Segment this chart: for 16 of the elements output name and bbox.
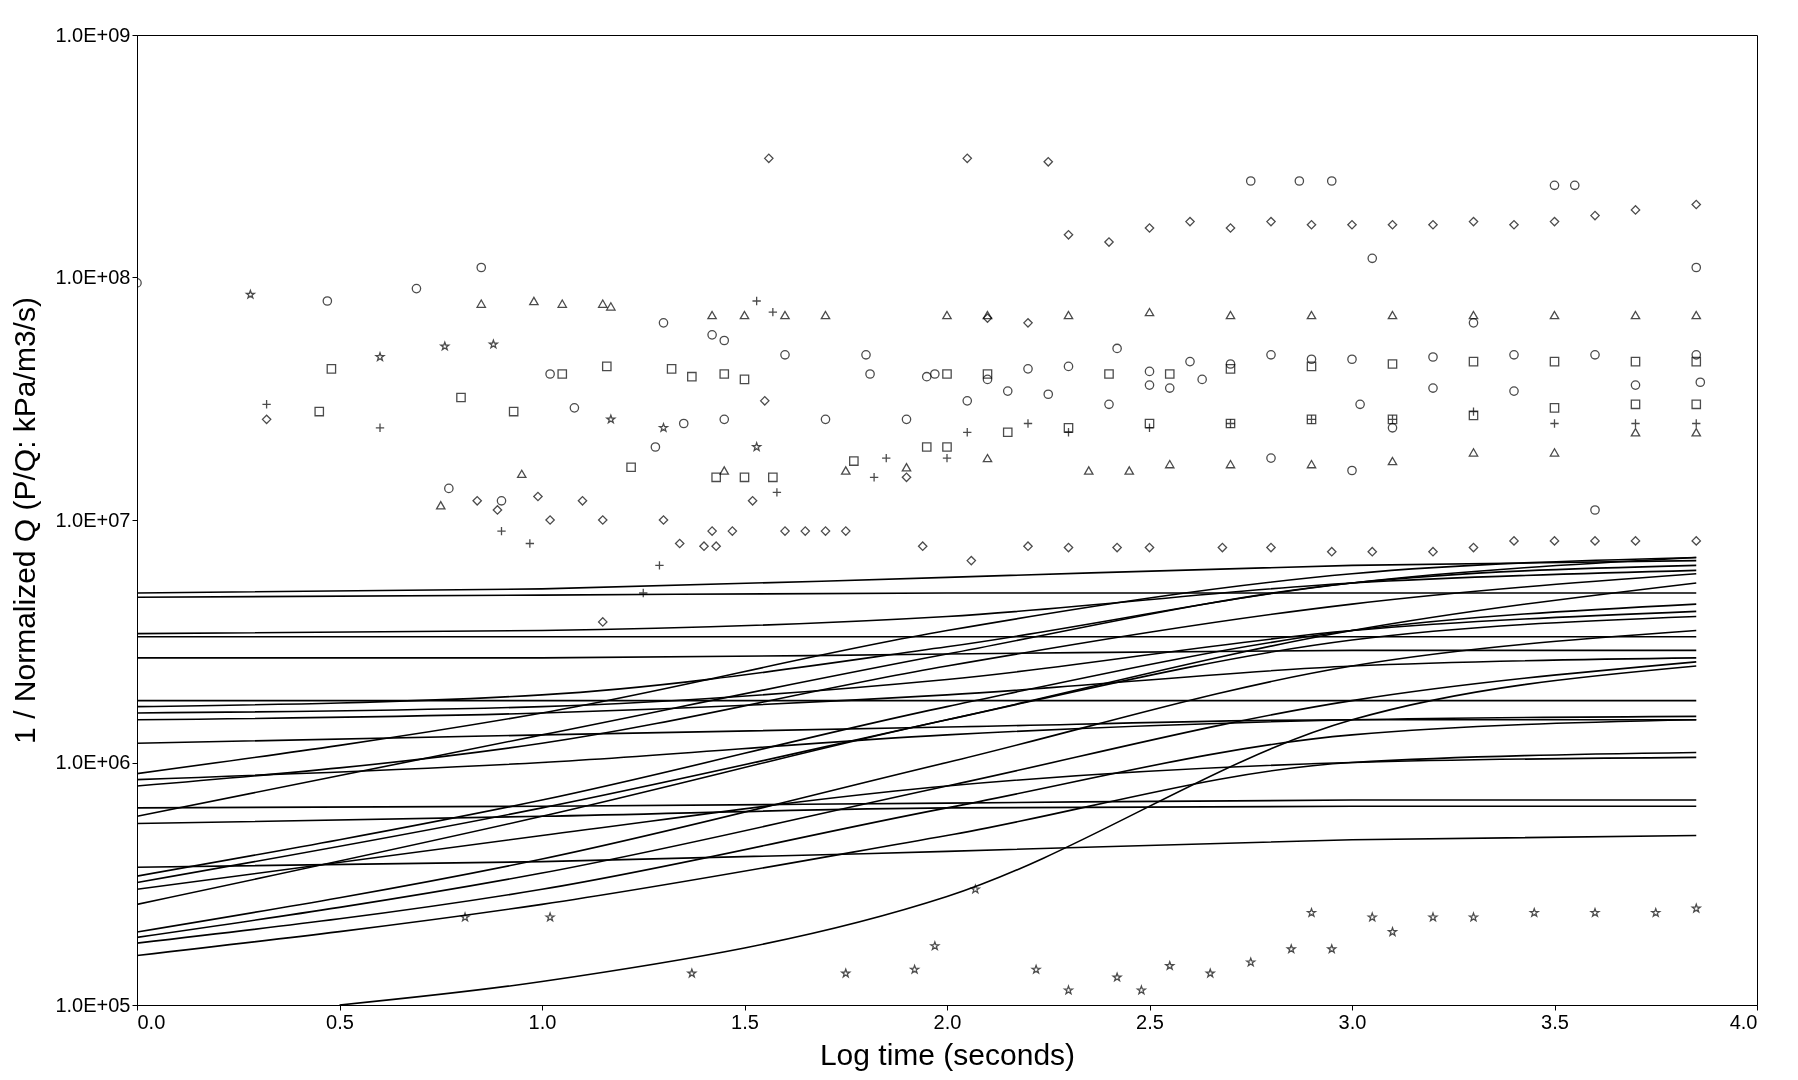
- x-tick-label: 3.5: [1541, 1010, 1569, 1033]
- x-tick-label: 2.5: [1136, 1010, 1164, 1033]
- x-axis-title: Log time (seconds): [819, 1037, 1076, 1071]
- x-tick-label: 3.0: [1338, 1010, 1367, 1033]
- y-tick-label: 1.0E+09: [55, 23, 131, 46]
- y-tick-label: 1.0E+06: [55, 751, 131, 773]
- x-tick-label: 0.0: [137, 1010, 166, 1033]
- y-axis-title: 1 / Normalized Q (P/Q: kPa/m3/s): [8, 297, 42, 744]
- x-tick-label: 4.0: [1729, 1010, 1758, 1033]
- y-tick-label: 1.0E+07: [55, 508, 131, 531]
- x-tick-label: 0.5: [326, 1010, 354, 1033]
- y-tick-label: 1.0E+05: [55, 993, 131, 1016]
- x-tick-label: 2.0: [933, 1010, 962, 1033]
- y-tick-label: 1.0E+08: [55, 266, 131, 288]
- x-tick-label: 1.0: [528, 1010, 557, 1033]
- x-tick-label: 1.5: [731, 1010, 759, 1033]
